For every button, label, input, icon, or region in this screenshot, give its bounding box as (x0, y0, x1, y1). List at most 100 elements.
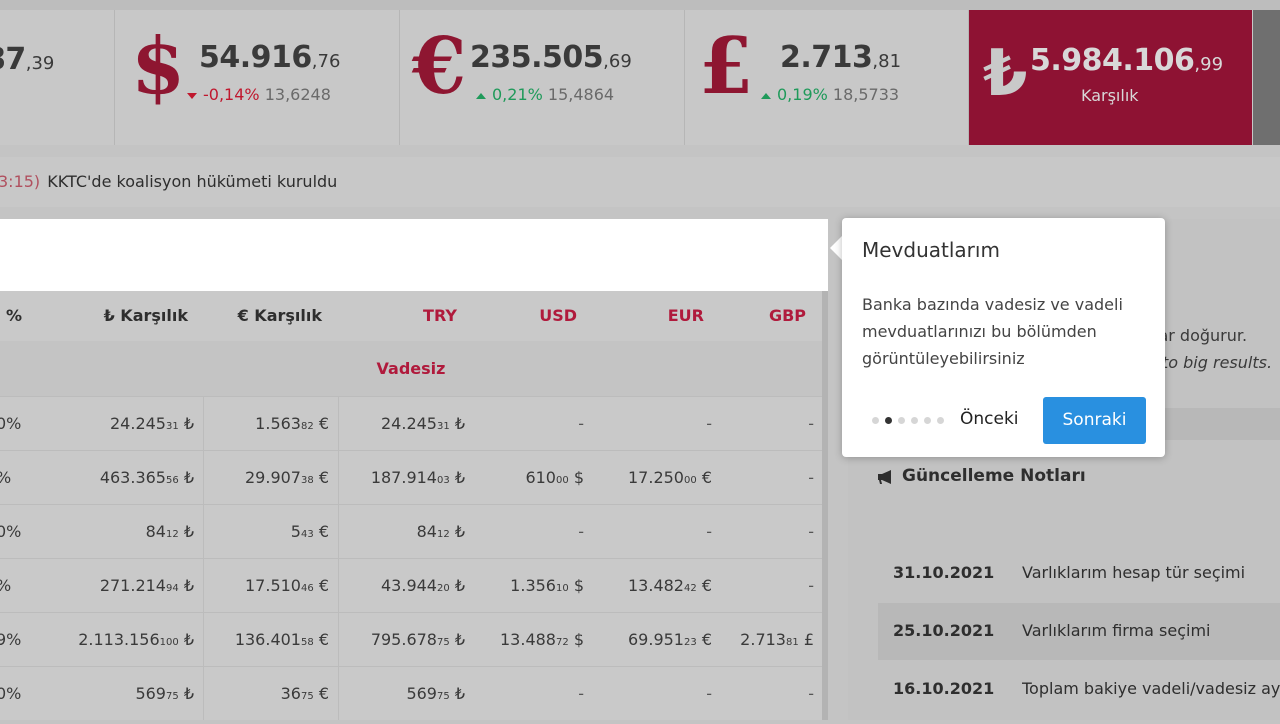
ticker-next (1253, 10, 1280, 145)
ticker-value: 54.916,76 (199, 40, 340, 75)
table-cell: 543 € (291, 505, 329, 559)
amount-int: 84 (416, 522, 437, 541)
ticker-dec: ,69 (603, 51, 632, 72)
scrollbar[interactable] (822, 291, 828, 720)
amount-int: 24.245 (110, 414, 166, 433)
ticker-dec: ,76 (311, 51, 341, 72)
currency-symbol: ₺ (183, 630, 194, 649)
column-header: € Karşılık (237, 306, 322, 325)
ticker-change-row: 0,21% 15,4864 (476, 85, 614, 104)
currency-symbol: € (701, 576, 712, 595)
amount-dec: 00 (683, 475, 697, 486)
ticker-change: 0,19% (777, 85, 828, 104)
amount-dec: 12 (165, 529, 179, 540)
table-cell: 1.56382 € (255, 397, 329, 451)
table-cell: - (578, 684, 584, 703)
currency-symbol: ₺ (183, 684, 194, 703)
ticker-value: 87,39 (0, 42, 54, 77)
amount-dec: 03 (436, 475, 450, 486)
amount-int: 2.113.156 (78, 630, 160, 649)
step-dot[interactable] (911, 417, 918, 424)
note-date: 16.10.2021 (893, 679, 995, 698)
ticker-change-row: -0,14% 13,6248 (187, 85, 331, 104)
amount-dec: 42 (683, 583, 697, 594)
table-cell: 56975 ₺ (406, 667, 465, 721)
ticker: 87,39 (0, 10, 115, 145)
ticker: £ 2.713,81 0,19% 18,5733 (685, 10, 969, 145)
step-dot[interactable] (872, 417, 879, 424)
ticker-change-row: 0,19% 18,5733 (761, 85, 899, 104)
ticker-dec: ,99 (1194, 54, 1224, 75)
table-cell: - (808, 576, 814, 595)
column-header: % (6, 306, 23, 325)
table-cell: 24.24531 ₺ (110, 397, 194, 451)
ticker-change: -0,14% (203, 85, 260, 104)
amount-int: 569 (406, 684, 437, 703)
ticker-symbol: $ (131, 21, 186, 112)
deposits-table: Vadesiz % ₺ Karşılık € Karşılık TRY USD EUR GB… (0, 291, 822, 720)
ticker-rate: 13,6248 (264, 85, 331, 104)
amount-int: 463.365 (99, 468, 166, 487)
currency-symbol: ₺ (454, 522, 465, 541)
news-bar: 3:15) KKTC'de koalisyon hükümeti kuruldu (0, 157, 1280, 207)
table-row: 0% 8412 ₺ 543 €8412 ₺ - - - (0, 504, 822, 558)
table-cell: 13.48242 € (628, 559, 712, 613)
amount-dec: 82 (300, 421, 314, 432)
amount-int: 2.713 (740, 630, 786, 649)
table-cell: 17.25000 € (628, 451, 712, 505)
table-cell: - (706, 522, 712, 541)
table-cell: - (808, 522, 814, 541)
currency-symbol: € (701, 630, 712, 649)
step-dot[interactable] (924, 417, 931, 424)
table-cell: 795.67875 ₺ (371, 613, 465, 667)
amount-dec: 38 (300, 475, 314, 486)
amount-int: 24.245 (381, 414, 437, 433)
ticker-int: 235.505 (470, 40, 604, 75)
amount-int: 1.563 (255, 414, 301, 433)
next-button[interactable]: Sonraki (1043, 397, 1146, 444)
down-arrow (187, 92, 197, 99)
amount-int: 795.678 (370, 630, 437, 649)
amount-int: 5 (290, 522, 301, 541)
table-cell: 1.35610 $ (510, 559, 584, 613)
step-dot-active[interactable] (885, 417, 892, 424)
ticker-rate: 18,5733 (832, 85, 900, 104)
currency-symbol: $ (573, 576, 584, 595)
amount-int: 13.482 (628, 576, 684, 595)
tooltip-body: Banka bazında vadesiz ve vadeli mevduatl… (862, 295, 1123, 368)
step-dot[interactable] (937, 417, 944, 424)
currency-symbol: ₺ (454, 468, 465, 487)
table-cell: 0% (0, 684, 22, 703)
up-arrow (761, 92, 771, 99)
ticker-int: 87 (0, 42, 26, 77)
amount-dec: 75 (300, 691, 314, 702)
note-date: 31.10.2021 (893, 563, 995, 582)
ticker-int: 54.916 (199, 40, 312, 75)
amount-dec: 46 (300, 583, 314, 594)
tooltip-title: Mevduatlarım (862, 238, 1000, 262)
note-date: 25.10.2021 (893, 621, 995, 640)
currency-symbol: ₺ (183, 522, 194, 541)
table-cell: 9% (0, 630, 22, 649)
table-cell: 2.71381 £ (740, 613, 814, 667)
column-header: ₺ Karşılık (103, 306, 188, 325)
table-cell: % (0, 451, 11, 505)
prev-button[interactable]: Önceki (960, 409, 1019, 429)
table-cell: 463.36556 ₺ (100, 451, 194, 505)
table-cell: 13.48872 $ (500, 613, 584, 667)
amount-int: 610 (525, 468, 556, 487)
tour-tooltip: Mevduatlarım Banka bazında vadesiz ve va… (842, 218, 1165, 457)
ticker: € 235.505,69 0,21% 15,4864 (400, 10, 685, 145)
note-highlight (878, 603, 1280, 660)
table-cell: - (706, 414, 712, 433)
section-title: Vadesiz (0, 341, 822, 396)
currency-symbol: ₺ (454, 630, 465, 649)
amount-int: 69.951 (628, 630, 684, 649)
amount-dec: 75 (165, 691, 179, 702)
step-dot[interactable] (898, 417, 905, 424)
ticker-rate: 15,4864 (547, 85, 615, 104)
amount-int: 17.250 (628, 468, 684, 487)
side-text: to big results. (1162, 353, 1273, 372)
table-row: %463.36556 ₺29.90738 €187.91403 ₺61000 $… (0, 450, 822, 504)
